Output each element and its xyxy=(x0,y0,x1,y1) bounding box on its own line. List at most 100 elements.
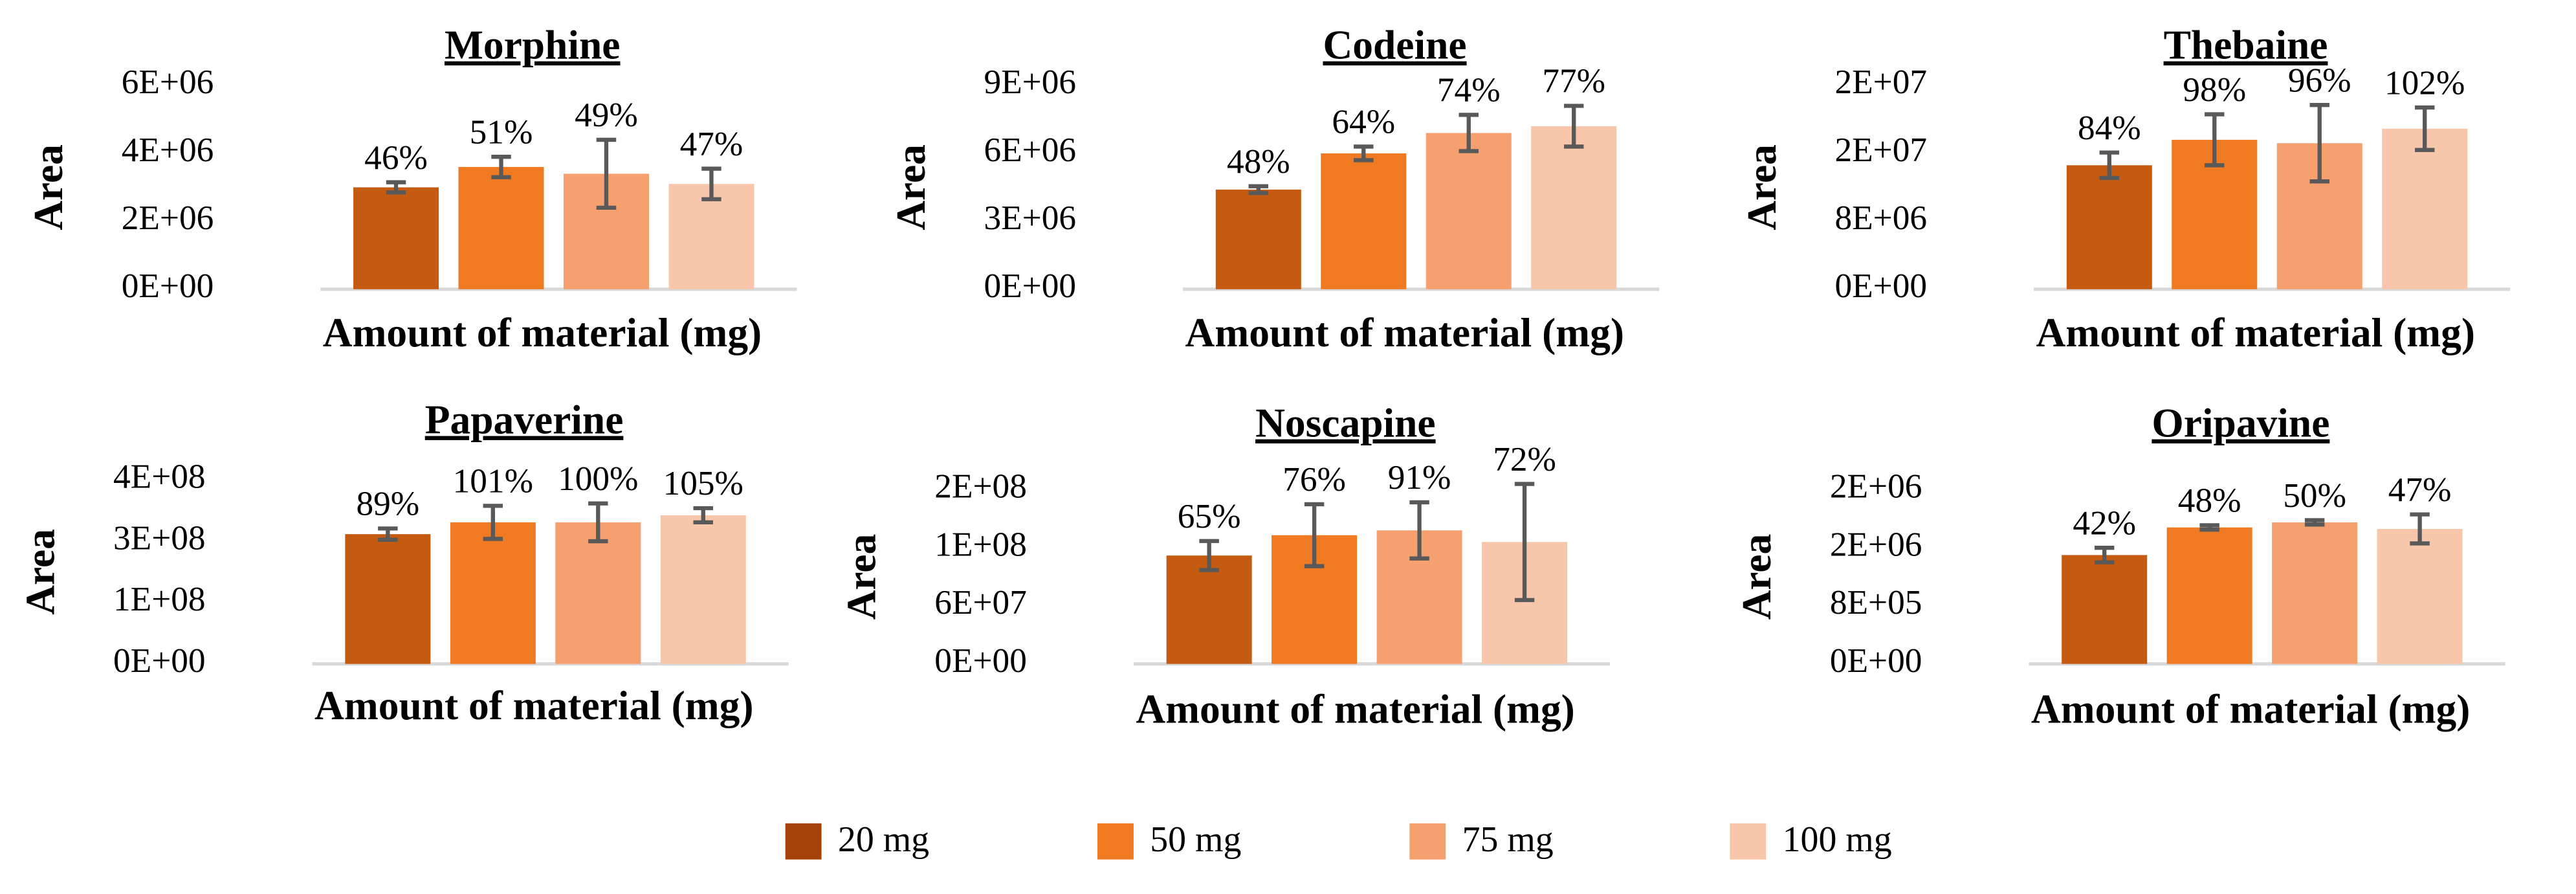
y-tick-label: 8E+06 xyxy=(1834,198,1927,237)
error-bar xyxy=(386,180,406,195)
percent-label: 49% xyxy=(575,95,638,134)
error-bar xyxy=(1459,113,1479,153)
error-bar xyxy=(1199,539,1219,572)
y-tick-label: 9E+06 xyxy=(984,62,1076,101)
y-tick-label: 2E+07 xyxy=(1834,62,1927,101)
chart-title: Oripavine xyxy=(2152,400,2329,446)
y-axis-label: Area xyxy=(1734,534,1779,620)
error-bar xyxy=(378,526,398,542)
percent-label: 105% xyxy=(663,464,743,502)
bar xyxy=(353,187,439,289)
bar xyxy=(1426,133,1512,289)
error-bar xyxy=(2205,112,2225,168)
bar xyxy=(1531,126,1617,289)
x-axis-label: Amount of material (mg) xyxy=(1136,686,1574,732)
error-bar xyxy=(693,506,713,525)
bar xyxy=(2377,529,2463,664)
bar xyxy=(2272,522,2358,664)
y-tick-label: 6E+06 xyxy=(122,62,214,101)
percent-label: 76% xyxy=(1282,460,1346,498)
bar xyxy=(345,534,431,664)
legend-swatch xyxy=(1097,823,1134,860)
y-tick-label: 3E+06 xyxy=(984,198,1076,237)
percent-label: 65% xyxy=(1178,497,1241,535)
error-bar xyxy=(701,166,721,201)
percent-label: 102% xyxy=(2384,63,2465,102)
x-axis-label: Amount of material (mg) xyxy=(323,309,762,355)
chart-title: Codeine xyxy=(1323,22,1466,68)
error-bar xyxy=(1563,104,1584,149)
legend-swatch xyxy=(1730,823,1767,860)
y-tick-label: 2E+07 xyxy=(1834,130,1927,169)
bar xyxy=(2066,165,2152,289)
legend-label: 75 mg xyxy=(1462,820,1554,860)
y-tick-label: 0E+00 xyxy=(122,266,214,305)
percent-label: 48% xyxy=(1227,142,1290,181)
error-bar xyxy=(1304,502,1325,568)
percent-label: 48% xyxy=(2178,481,2241,520)
error-bar xyxy=(2410,512,2430,546)
y-tick-label: 8E+05 xyxy=(1830,583,1922,621)
y-tick-label: 2E+06 xyxy=(1830,467,1922,506)
y-tick-label: 6E+07 xyxy=(934,583,1027,621)
error-bar xyxy=(483,504,503,541)
error-bar xyxy=(2414,105,2435,152)
percent-label: 77% xyxy=(1542,61,1605,100)
x-axis-label: Amount of material (mg) xyxy=(314,682,753,728)
chart-title: Noscapine xyxy=(1255,400,1436,446)
percent-label: 89% xyxy=(356,484,419,523)
error-bar xyxy=(2099,150,2120,181)
chart-title: Morphine xyxy=(445,22,620,68)
y-axis-label: Area xyxy=(17,529,63,615)
bar xyxy=(2062,555,2148,664)
percent-label: 101% xyxy=(453,462,533,500)
error-bar xyxy=(1248,184,1269,196)
error-bar xyxy=(2304,518,2325,527)
y-tick-label: 6E+06 xyxy=(984,130,1076,169)
y-tick-label: 0E+00 xyxy=(113,641,206,680)
y-axis-label: Area xyxy=(839,534,885,620)
y-tick-label: 0E+00 xyxy=(1830,641,1922,680)
bar xyxy=(1166,555,1252,664)
percent-label: 42% xyxy=(2073,503,2136,542)
y-tick-label: 0E+00 xyxy=(1834,266,1927,305)
bar xyxy=(1215,189,1301,289)
legend-swatch xyxy=(1409,823,1446,860)
percent-label: 74% xyxy=(1437,71,1501,109)
percent-label: 51% xyxy=(470,112,533,151)
percent-label: 96% xyxy=(2288,60,2351,99)
legend-label: 100 mg xyxy=(1783,820,1892,860)
percent-label: 46% xyxy=(364,138,428,177)
legend-label: 50 mg xyxy=(1150,820,1241,860)
y-tick-label: 0E+00 xyxy=(984,266,1076,305)
bar xyxy=(1321,153,1407,289)
bar xyxy=(668,184,754,289)
y-axis-label: Area xyxy=(25,144,71,230)
percent-label: 47% xyxy=(680,124,743,163)
error-bar xyxy=(588,501,608,544)
error-bar xyxy=(2199,523,2219,532)
percent-label: 72% xyxy=(1493,440,1556,478)
y-axis-label: Area xyxy=(888,144,934,230)
x-axis-label: Amount of material (mg) xyxy=(2036,309,2475,355)
error-bar xyxy=(1409,500,1429,561)
bar xyxy=(555,522,641,664)
x-axis-label: Amount of material (mg) xyxy=(1185,309,1624,355)
percent-label: 98% xyxy=(2183,70,2246,109)
chart-title: Papaverine xyxy=(425,397,624,443)
y-tick-label: 2E+06 xyxy=(1830,524,1922,563)
legend-label: 20 mg xyxy=(838,820,929,860)
bar xyxy=(2382,128,2468,289)
x-axis-label: Amount of material (mg) xyxy=(2031,686,2470,732)
y-tick-label: 2E+06 xyxy=(122,198,214,237)
y-tick-label: 2E+08 xyxy=(934,467,1027,506)
percent-label: 100% xyxy=(558,459,638,498)
percent-label: 47% xyxy=(2388,470,2452,509)
percent-label: 50% xyxy=(2283,476,2346,515)
error-bar xyxy=(2094,546,2115,564)
chart-title: Thebaine xyxy=(2164,22,2328,68)
y-tick-label: 4E+08 xyxy=(113,457,206,496)
bar xyxy=(458,166,544,289)
